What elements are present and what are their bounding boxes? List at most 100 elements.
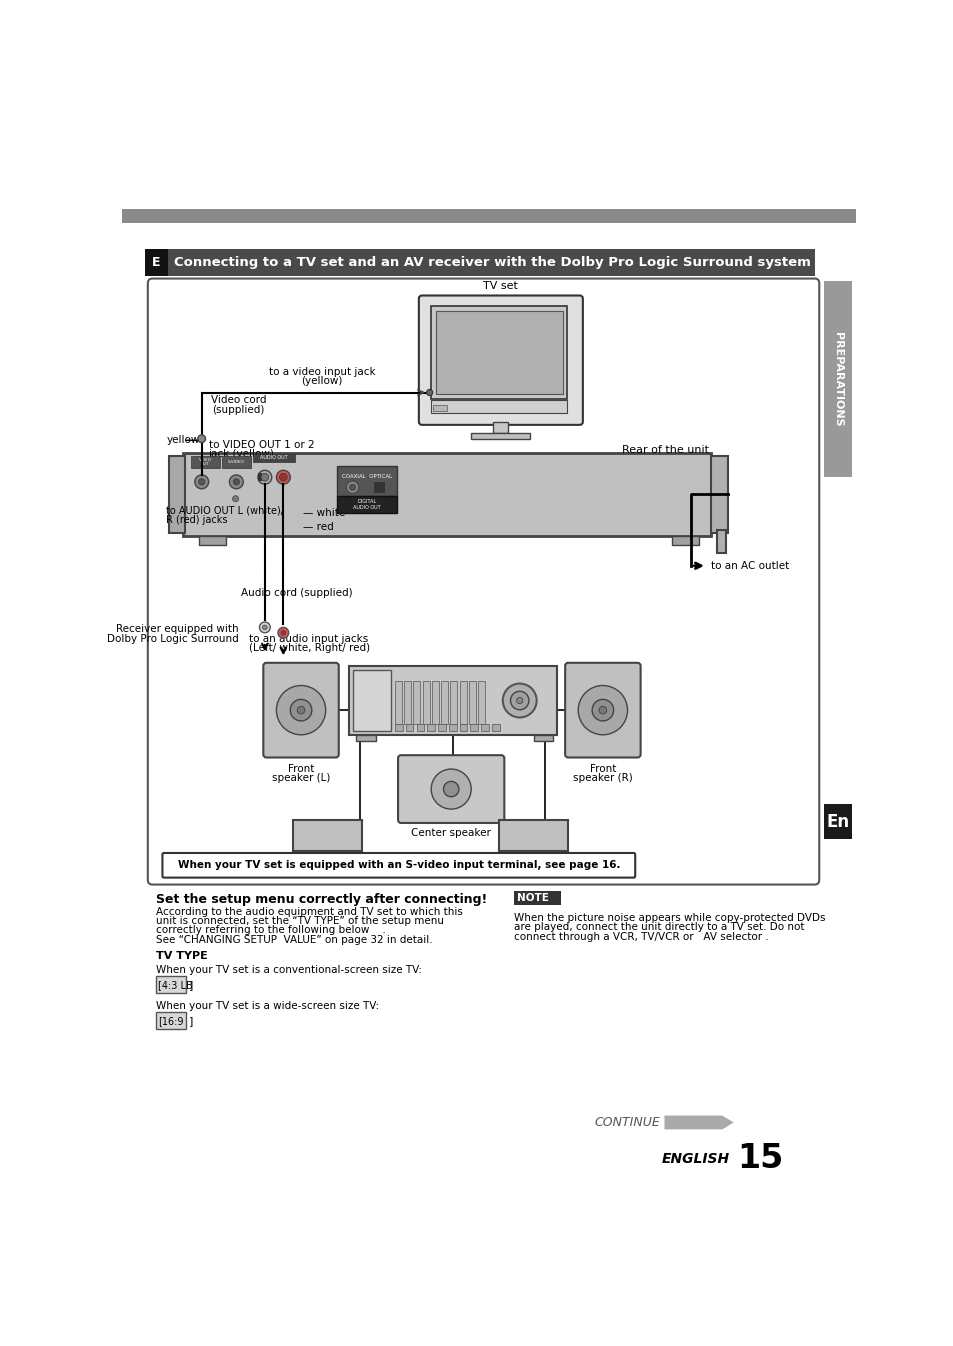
Text: to AUDIO OUT L (white)/: to AUDIO OUT L (white)/ — [166, 505, 284, 516]
Bar — [156, 1012, 185, 1030]
Circle shape — [259, 622, 270, 633]
Bar — [432, 681, 438, 724]
Bar — [373, 481, 385, 494]
Bar — [395, 681, 401, 724]
Text: jack (yellow): jack (yellow) — [209, 450, 274, 459]
Bar — [493, 421, 508, 432]
Bar — [477, 681, 484, 724]
Circle shape — [277, 627, 289, 638]
Bar — [716, 529, 725, 553]
Text: Front: Front — [288, 763, 314, 774]
Text: Receiver equipped with: Receiver equipped with — [116, 625, 238, 634]
Text: speaker (R): speaker (R) — [573, 773, 632, 783]
FancyBboxPatch shape — [263, 662, 338, 758]
Circle shape — [233, 495, 238, 502]
Bar — [293, 820, 361, 851]
Text: yellow: yellow — [166, 435, 199, 446]
Bar — [533, 735, 552, 742]
Text: — red: — red — [302, 521, 333, 532]
Bar — [427, 724, 435, 731]
Bar — [422, 681, 429, 724]
Circle shape — [297, 707, 305, 713]
Circle shape — [598, 707, 606, 713]
Text: According to the audio equipment and TV set to which this: According to the audio equipment and TV … — [156, 907, 462, 917]
Text: to an AC outlet: to an AC outlet — [710, 561, 788, 571]
Bar — [710, 456, 727, 533]
Bar — [405, 724, 413, 731]
Bar — [437, 724, 445, 731]
Circle shape — [198, 479, 205, 485]
Text: Rear of the unit: Rear of the unit — [621, 446, 708, 455]
Bar — [498, 820, 568, 851]
Bar — [353, 670, 391, 731]
Bar — [469, 681, 476, 724]
Bar — [440, 681, 448, 724]
Text: When your TV set is a wide-screen size TV:: When your TV set is a wide-screen size T… — [156, 1001, 379, 1011]
Bar — [336, 495, 396, 513]
Circle shape — [257, 470, 272, 485]
Circle shape — [510, 692, 528, 709]
FancyBboxPatch shape — [397, 755, 504, 822]
Text: When your TV set is equipped with an S-video input terminal, see page 16.: When your TV set is equipped with an S-v… — [177, 860, 619, 871]
Circle shape — [517, 697, 522, 704]
Text: (yellow): (yellow) — [301, 376, 342, 386]
Text: (Left/ white, Right/ red): (Left/ white, Right/ red) — [249, 643, 370, 653]
Circle shape — [276, 470, 290, 485]
Circle shape — [262, 625, 267, 630]
Bar — [356, 735, 375, 742]
Circle shape — [279, 474, 287, 481]
Bar — [672, 536, 699, 545]
Text: TV set: TV set — [483, 281, 517, 291]
Bar — [459, 724, 467, 731]
Bar — [431, 307, 567, 398]
FancyBboxPatch shape — [162, 853, 635, 878]
Text: Connecting to a TV set and an AV receiver with the Dolby Pro Logic Surround syst: Connecting to a TV set and an AV receive… — [173, 256, 810, 269]
Text: Video cord: Video cord — [211, 396, 266, 405]
Circle shape — [346, 481, 358, 494]
Text: R (red) jacks: R (red) jacks — [166, 516, 228, 525]
Text: S-VIDEO: S-VIDEO — [228, 460, 245, 464]
Text: DIGITAL
AUDIO OUT: DIGITAL AUDIO OUT — [353, 499, 380, 510]
Text: to VIDEO OUT 1 or 2: to VIDEO OUT 1 or 2 — [209, 440, 314, 450]
Circle shape — [290, 700, 312, 721]
Text: speaker (L): speaker (L) — [272, 773, 330, 783]
Text: E: E — [152, 256, 160, 269]
Bar — [156, 976, 185, 993]
Text: [4:3 LB: [4:3 LB — [157, 980, 193, 989]
Bar — [492, 724, 499, 731]
Text: Center speaker: Center speaker — [411, 828, 491, 837]
Text: connect through a VCR, TV/VCR or   AV selector .: connect through a VCR, TV/VCR or AV sele… — [514, 931, 768, 941]
FancyBboxPatch shape — [148, 279, 819, 884]
Bar — [436, 311, 562, 394]
Text: PREPARATIONS: PREPARATIONS — [832, 331, 841, 427]
Bar — [416, 724, 424, 731]
Bar — [404, 681, 411, 724]
Bar — [121, 209, 856, 223]
Text: Surround speaker (L): Surround speaker (L) — [273, 859, 381, 868]
Circle shape — [194, 475, 209, 489]
Bar — [433, 405, 446, 411]
Text: to an audio input jacks: to an audio input jacks — [249, 634, 368, 643]
Circle shape — [431, 769, 471, 809]
Bar — [257, 474, 261, 481]
Text: Dolby Pro Logic Surround: Dolby Pro Logic Surround — [107, 634, 238, 643]
Text: unit is connected, set the “TV TYPE” of the setup menu: unit is connected, set the “TV TYPE” of … — [156, 917, 444, 926]
Bar — [459, 681, 466, 724]
Text: NOTE: NOTE — [517, 894, 549, 903]
Polygon shape — [664, 1116, 733, 1129]
Circle shape — [426, 389, 433, 396]
Bar — [449, 724, 456, 731]
Bar — [480, 724, 488, 731]
FancyBboxPatch shape — [564, 662, 640, 758]
Text: Set the setup menu correctly after connecting!: Set the setup menu correctly after conne… — [156, 892, 487, 906]
Circle shape — [592, 700, 613, 721]
Bar — [470, 724, 477, 731]
Bar — [431, 400, 567, 412]
Text: Audio cord (supplied): Audio cord (supplied) — [241, 588, 353, 598]
Circle shape — [261, 474, 269, 481]
Text: VIDEO
OUT: VIDEO OUT — [199, 458, 212, 466]
Text: En: En — [825, 813, 848, 830]
Text: 15: 15 — [737, 1143, 783, 1175]
Text: When your TV set is a conventional-screen size TV:: When your TV set is a conventional-scree… — [156, 965, 422, 975]
Text: ]: ] — [189, 980, 193, 989]
